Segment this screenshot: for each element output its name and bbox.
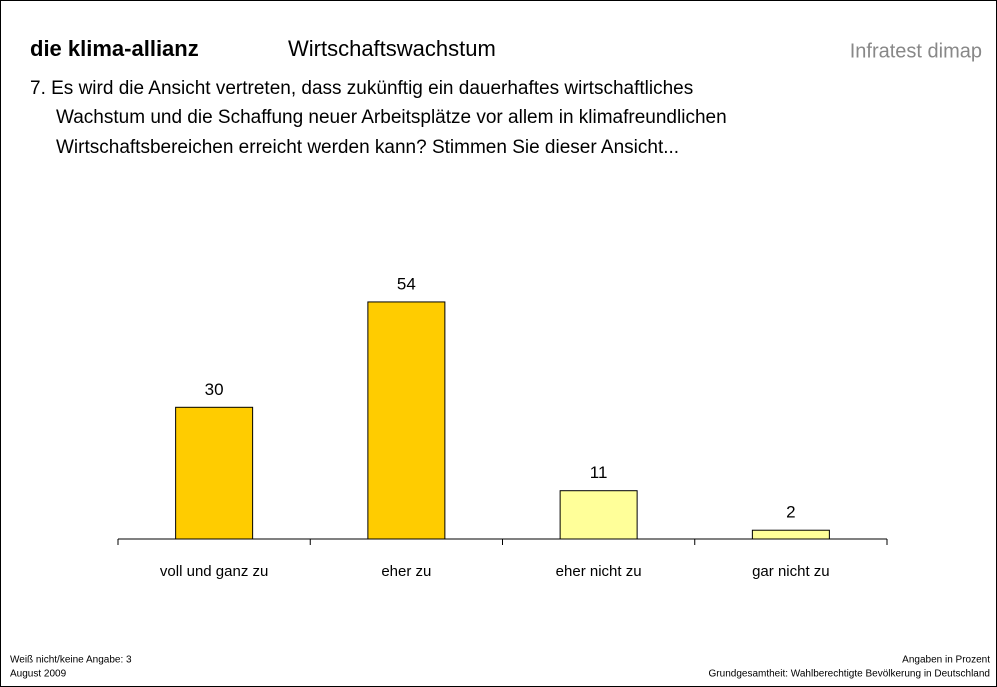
footnote: Grundgesamtheit: Wahlberechtigte Bevölke… — [709, 669, 990, 680]
x-tick-label: eher nicht zu — [556, 563, 642, 580]
data-label: 30 — [205, 380, 224, 399]
question: Wirtschaftsbereichen erreicht werden kan… — [56, 137, 679, 158]
footnote: Angaben in Prozent — [902, 655, 990, 666]
bar — [559, 490, 638, 540]
bar — [367, 301, 446, 540]
source: Infratest dimap — [850, 40, 982, 62]
bar — [751, 529, 830, 540]
brand: die klima-allianz — [30, 36, 199, 61]
question: 7. Es wird die Ansicht vertreten, dass z… — [30, 78, 693, 99]
x-tick-label: gar nicht zu — [752, 563, 830, 580]
question: Wachstum und die Schaffung neuer Arbeits… — [56, 107, 727, 128]
footnote: Weiß nicht/keine Angabe: 3 — [10, 655, 132, 666]
data-label: 11 — [590, 463, 608, 482]
x-tick-label: eher zu — [381, 563, 431, 580]
footnote: August 2009 — [10, 669, 67, 680]
chart-title: Wirtschaftswachstum — [288, 36, 496, 61]
data-label: 54 — [397, 274, 416, 293]
bar — [175, 406, 254, 540]
x-tick-label: voll und ganz zu — [160, 563, 268, 580]
data-label: 2 — [786, 503, 795, 522]
